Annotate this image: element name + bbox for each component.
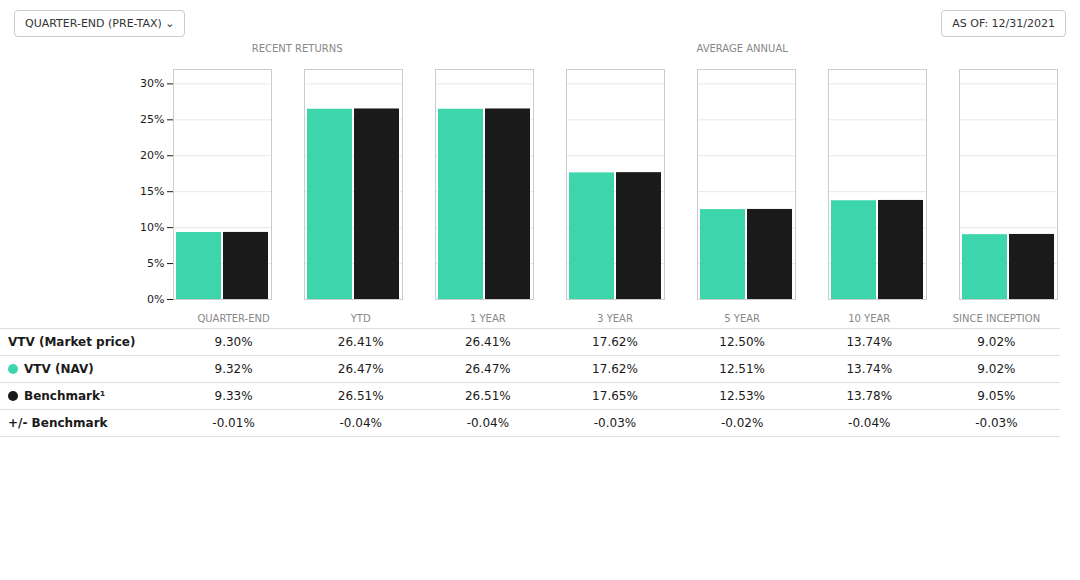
html-text:17.62%: 17.62% <box>592 335 638 349</box>
html-text:QUARTER-END: QUARTER-END <box>197 313 270 324</box>
html-text:26.41%: 26.41% <box>337 335 384 349</box>
html-text:12.50%: 12.50% <box>719 335 765 349</box>
html-text:13.74%: 13.74% <box>846 335 893 349</box>
svg-text:25%: 25% <box>140 113 164 126</box>
html-text:9.02%: 9.02% <box>977 362 1016 376</box>
html-text:9.05%: 9.05% <box>977 389 1016 403</box>
html-text:13.74%: 13.74% <box>846 362 893 376</box>
html-text:-0.02%: -0.02% <box>720 416 764 430</box>
svg-text:5%: 5% <box>147 257 164 270</box>
svg-text:10%: 10% <box>140 221 164 234</box>
html-text:-0.03%: -0.03% <box>975 416 1018 430</box>
html-text:VTV (Market price): VTV (Market price) <box>8 335 136 349</box>
html-text:9.33%: 9.33% <box>214 389 253 403</box>
html-text:26.41%: 26.41% <box>465 335 511 349</box>
html-text:9.32%: 9.32% <box>214 362 253 376</box>
html-text:YTD: YTD <box>350 313 371 324</box>
svg-text:15%: 15% <box>140 185 164 198</box>
html-text:VTV (NAV): VTV (NAV) <box>24 362 94 376</box>
html-text:26.51%: 26.51% <box>337 389 384 403</box>
html-text:-0.04%: -0.04% <box>339 416 382 430</box>
svg-text:0%: 0% <box>147 293 164 306</box>
html-text:13.78%: 13.78% <box>846 389 893 403</box>
html-text:-0.04%: -0.04% <box>848 416 891 430</box>
html-text:26.51%: 26.51% <box>465 389 511 403</box>
html-text:9.30%: 9.30% <box>214 335 253 349</box>
html-text:26.47%: 26.47% <box>337 362 384 376</box>
html-text:-0.03%: -0.03% <box>593 416 637 430</box>
html-text:5 YEAR: 5 YEAR <box>724 313 760 324</box>
html-text:-0.01%: -0.01% <box>212 416 255 430</box>
html-text:RECENT RETURNS: RECENT RETURNS <box>251 43 343 54</box>
svg-text:20%: 20% <box>140 149 164 162</box>
html-text:1 YEAR: 1 YEAR <box>470 313 506 324</box>
html-text:+/- Benchmark: +/- Benchmark <box>8 416 108 430</box>
html-text:SINCE INCEPTION: SINCE INCEPTION <box>952 313 1041 324</box>
html-text:17.65%: 17.65% <box>592 389 638 403</box>
html-text:AS OF: 12/31/2021: AS OF: 12/31/2021 <box>952 17 1055 30</box>
html-text:10 YEAR: 10 YEAR <box>848 313 891 324</box>
html-text:-0.04%: -0.04% <box>466 416 510 430</box>
html-text:12.51%: 12.51% <box>719 362 765 376</box>
html-text:12.53%: 12.53% <box>719 389 765 403</box>
html-text:17.62%: 17.62% <box>592 362 638 376</box>
html-text:Benchmark¹: Benchmark¹ <box>24 389 106 403</box>
html-text:26.47%: 26.47% <box>465 362 511 376</box>
html-text:9.02%: 9.02% <box>977 335 1016 349</box>
html-text:QUARTER-END (PRE-TAX) ⌄: QUARTER-END (PRE-TAX) ⌄ <box>25 17 175 30</box>
svg-text:30%: 30% <box>140 77 164 90</box>
html-text:3 YEAR: 3 YEAR <box>597 313 633 324</box>
html-text:AVERAGE ANNUAL: AVERAGE ANNUAL <box>696 43 788 54</box>
